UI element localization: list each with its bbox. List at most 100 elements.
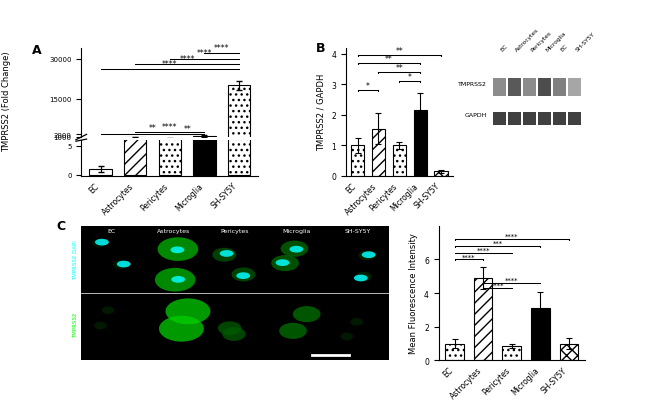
Text: **: ** — [183, 124, 191, 133]
Ellipse shape — [155, 268, 196, 292]
Bar — [372, 129, 385, 177]
Ellipse shape — [101, 307, 114, 314]
Bar — [523, 113, 536, 125]
Text: ****: **** — [162, 60, 177, 69]
Bar — [538, 113, 551, 125]
Ellipse shape — [293, 306, 320, 322]
Text: A: A — [32, 44, 41, 57]
Text: **: ** — [149, 124, 157, 133]
Ellipse shape — [362, 252, 376, 258]
Text: TMPRSS2: TMPRSS2 — [73, 311, 78, 337]
Text: B: B — [316, 42, 326, 55]
Text: TMPRSS2 (Fold Change): TMPRSS2 (Fold Change) — [2, 51, 11, 151]
Ellipse shape — [271, 256, 299, 271]
Text: **: ** — [385, 55, 393, 64]
Bar — [228, 0, 250, 175]
Bar — [89, 170, 112, 175]
Bar — [393, 146, 406, 177]
Text: EC: EC — [500, 43, 509, 52]
Text: SH-SY5Y: SH-SY5Y — [344, 229, 371, 234]
Text: Microglia: Microglia — [545, 30, 567, 52]
Text: ****: **** — [491, 282, 504, 288]
Bar — [508, 79, 521, 97]
Ellipse shape — [95, 239, 109, 246]
Bar — [159, 139, 181, 140]
Bar — [124, 0, 146, 175]
Text: ****: **** — [179, 55, 195, 64]
Text: *: * — [408, 73, 412, 82]
Text: Microglia: Microglia — [282, 229, 311, 234]
Bar — [493, 79, 506, 97]
Ellipse shape — [218, 322, 241, 335]
Ellipse shape — [289, 246, 304, 253]
Bar — [568, 113, 580, 125]
Ellipse shape — [341, 333, 353, 341]
Text: ****: **** — [505, 277, 519, 283]
Bar — [538, 79, 551, 97]
Ellipse shape — [276, 260, 289, 266]
Ellipse shape — [157, 238, 198, 261]
Text: Pericytes: Pericytes — [221, 229, 249, 234]
Bar — [531, 309, 550, 360]
Bar — [159, 0, 181, 175]
Text: Pericytes: Pericytes — [530, 30, 552, 52]
Text: ***: *** — [493, 241, 502, 246]
Bar — [351, 146, 364, 177]
Text: **: ** — [396, 47, 403, 56]
Text: TMPRSS2: TMPRSS2 — [458, 82, 487, 87]
Y-axis label: TMPRSS2 / GAPDH: TMPRSS2 / GAPDH — [317, 74, 326, 151]
Bar — [553, 113, 566, 125]
Text: ****: **** — [214, 44, 229, 53]
Bar — [124, 138, 146, 140]
Text: SH-SY5Y: SH-SY5Y — [575, 31, 595, 52]
Bar — [228, 86, 250, 140]
Text: EC: EC — [560, 43, 569, 52]
Text: ****: **** — [476, 247, 490, 253]
Ellipse shape — [350, 318, 363, 326]
Ellipse shape — [92, 239, 107, 247]
Bar — [568, 79, 580, 97]
Ellipse shape — [279, 323, 307, 339]
Ellipse shape — [237, 273, 250, 279]
Ellipse shape — [358, 251, 375, 261]
Text: ****: **** — [197, 49, 212, 58]
Ellipse shape — [220, 250, 233, 257]
Text: TMPRSS2 DAPI: TMPRSS2 DAPI — [73, 240, 78, 280]
Text: *: * — [366, 82, 370, 91]
Bar — [445, 344, 464, 360]
Ellipse shape — [117, 261, 131, 268]
Text: ****: **** — [505, 234, 519, 240]
Y-axis label: Mean Fluorescence Intensity: Mean Fluorescence Intensity — [410, 233, 419, 354]
Ellipse shape — [94, 322, 107, 330]
Bar — [193, 0, 216, 175]
Ellipse shape — [222, 327, 246, 341]
Ellipse shape — [171, 276, 185, 283]
Bar — [502, 346, 521, 360]
Text: C: C — [57, 220, 66, 232]
Text: EC: EC — [108, 229, 116, 234]
Text: **: ** — [396, 64, 403, 73]
Ellipse shape — [170, 247, 185, 254]
Ellipse shape — [159, 316, 204, 342]
Bar — [193, 136, 216, 140]
Ellipse shape — [213, 248, 237, 262]
Bar — [508, 113, 521, 125]
Ellipse shape — [354, 275, 368, 281]
Ellipse shape — [166, 298, 211, 324]
Text: Astrocytes: Astrocytes — [515, 27, 540, 52]
Text: Astrocytes: Astrocytes — [157, 229, 190, 234]
Bar — [523, 79, 536, 97]
Bar — [553, 79, 566, 97]
Ellipse shape — [281, 241, 308, 257]
Bar — [413, 111, 427, 177]
Bar — [493, 113, 506, 125]
Text: GAPDH: GAPDH — [464, 113, 487, 117]
Bar — [434, 172, 448, 177]
Text: ****: **** — [162, 123, 177, 132]
Ellipse shape — [113, 261, 128, 269]
Ellipse shape — [231, 268, 255, 282]
Bar — [560, 344, 578, 360]
Text: ****: **** — [462, 254, 476, 260]
Ellipse shape — [356, 272, 372, 282]
Bar — [474, 278, 493, 360]
